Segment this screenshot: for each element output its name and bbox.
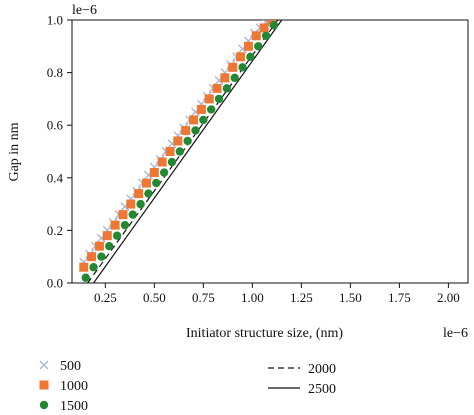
- data-point-1500: [206, 105, 216, 114]
- data-point-1500: [238, 63, 247, 72]
- x-axis-label: Initiator structure size, (nm): [186, 326, 343, 341]
- data-point-1000: [102, 231, 112, 241]
- data-point-1000: [204, 94, 214, 104]
- data-point-1000: [134, 189, 144, 199]
- x-tick-label: 0.75: [192, 290, 215, 305]
- data-point-1500: [175, 147, 185, 156]
- data-point-1500: [222, 84, 232, 93]
- data-point-1000: [87, 252, 97, 262]
- data-point-1500: [136, 199, 145, 209]
- data-point-1000: [173, 136, 183, 146]
- y-tick-label: 0.0: [47, 276, 63, 291]
- x-axis-ticks: 0.25 0.50 0.75 1.00 1.25 1.50 1.75 2.00: [94, 283, 460, 305]
- data-point-1000: [251, 31, 261, 41]
- legend-label: 1500: [60, 399, 88, 414]
- data-point-1500: [254, 42, 263, 51]
- data-point-1000: [228, 62, 238, 72]
- data-point-1500: [89, 263, 98, 272]
- data-point-1500: [152, 178, 161, 188]
- data-point-1000: [157, 157, 167, 167]
- x-tick-label: 1.75: [388, 290, 411, 305]
- data-point-1500: [167, 157, 177, 167]
- data-point-1500: [191, 126, 200, 135]
- x-tick-label: 1.00: [241, 290, 264, 305]
- data-point-1500: [214, 94, 224, 104]
- data-point-1500: [199, 115, 208, 125]
- series-line-2500: [93, 20, 283, 283]
- data-point-1000: [212, 83, 222, 93]
- data-point-1000: [189, 115, 199, 125]
- legend-label: 500: [60, 359, 81, 374]
- data-point-1000: [165, 147, 175, 156]
- y-axis-ticks: 0.0 0.2 0.4 0.6 0.8 1.0: [47, 13, 72, 291]
- data-point-1500: [230, 73, 239, 83]
- data-point-1500: [269, 21, 279, 30]
- data-point-1500: [97, 252, 106, 261]
- data-point-1000: [79, 262, 89, 272]
- data-point-1000: [149, 168, 159, 178]
- data-point-1500: [112, 231, 122, 240]
- legend-swatch-500: [39, 360, 49, 370]
- x-tick-label: 1.25: [290, 290, 313, 305]
- x-tick-label: 1.50: [339, 290, 362, 305]
- data-point-1000: [220, 73, 230, 83]
- legend: 500 1000 1500 2000 2500: [39, 359, 336, 414]
- legend-label: 2500: [308, 382, 336, 397]
- data-point-1500: [183, 136, 192, 146]
- data-point-1500: [246, 52, 255, 62]
- legend-label: 2000: [308, 362, 336, 377]
- legend-swatch-1000: [39, 380, 49, 390]
- data-point-1500: [81, 273, 90, 282]
- data-point-1000: [110, 220, 120, 230]
- data-point-1000: [236, 52, 246, 62]
- x-tick-label: 2.00: [437, 290, 460, 305]
- data-point-1500: [105, 241, 114, 251]
- plot-marks: [79, 20, 283, 283]
- data-point-1500: [144, 189, 153, 198]
- y-tick-label: 0.2: [47, 223, 63, 238]
- data-point-1000: [243, 41, 253, 51]
- data-point-1000: [196, 104, 206, 114]
- data-point-1000: [141, 178, 151, 188]
- x-tick-label: 0.25: [94, 290, 117, 305]
- y-tick-label: 1.0: [47, 13, 63, 28]
- data-point-1500: [128, 210, 137, 219]
- x-tick-label: 0.50: [143, 290, 166, 305]
- data-point-1000: [94, 241, 104, 251]
- data-point-1000: [259, 23, 269, 33]
- data-point-1500: [159, 168, 169, 177]
- y-tick-label: 0.8: [47, 65, 63, 80]
- data-point-1000: [118, 210, 128, 220]
- y-tick-label: 0.6: [47, 118, 64, 133]
- data-point-1000: [181, 125, 191, 135]
- data-point-1000: [126, 199, 136, 209]
- legend-label: 1000: [60, 379, 88, 394]
- y-axis-multiplier: le−6: [72, 3, 97, 18]
- x-axis-multiplier: le−6: [443, 326, 468, 341]
- legend-swatch-1500: [39, 400, 49, 410]
- y-tick-label: 0.4: [47, 170, 64, 185]
- y-axis-label: Gap in nm: [7, 122, 22, 181]
- plot-frame: [71, 19, 469, 284]
- data-point-1500: [120, 220, 130, 230]
- data-point-1500: [261, 31, 271, 40]
